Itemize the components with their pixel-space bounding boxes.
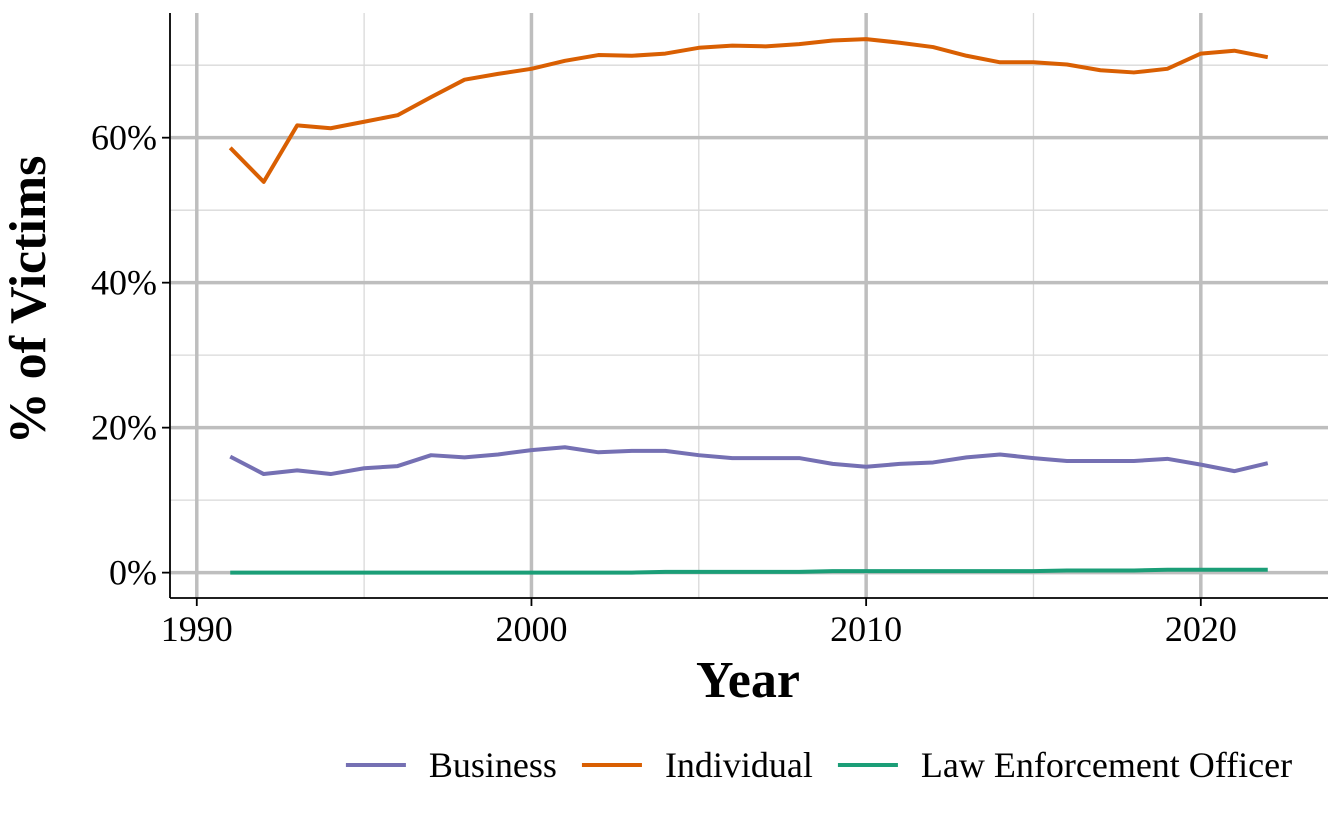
- y-tick-label: 40%: [91, 263, 157, 303]
- series-lines: [228, 37, 1269, 575]
- legend-item: Individual: [581, 745, 813, 785]
- x-axis-title: Year: [696, 652, 800, 709]
- legend-item: Business: [345, 745, 557, 785]
- series-line-business: [229, 445, 1269, 477]
- legend-item: Law Enforcement Officer: [837, 745, 1292, 785]
- x-tick-label: 2020: [1165, 609, 1237, 649]
- x-tick-label: 2010: [830, 609, 902, 649]
- x-tick-label: 2000: [495, 609, 567, 649]
- minor-gridlines-x: [363, 13, 1035, 598]
- y-tick-label: 0%: [109, 553, 157, 593]
- x-axis-ticks: 1990 2000 2010 2020: [161, 598, 1237, 649]
- minor-gridlines-y: [170, 64, 1328, 501]
- y-axis-title: % of Victims: [0, 156, 57, 445]
- y-axis-ticks: 0% 20% 40% 60%: [91, 118, 170, 593]
- series-line-law-enforcement-officer: [230, 567, 1268, 575]
- y-tick-label: 20%: [91, 408, 157, 448]
- legend-label: Law Enforcement Officer: [921, 745, 1292, 785]
- major-gridlines-x: [195, 13, 1203, 598]
- legend-label: Individual: [665, 745, 813, 785]
- series-line-individual: [228, 37, 1269, 184]
- y-tick-label: 60%: [91, 118, 157, 158]
- legend-label: Business: [429, 745, 557, 785]
- x-tick-label: 1990: [161, 609, 233, 649]
- legend: Business Individual Law Enforcement Office…: [345, 745, 1292, 785]
